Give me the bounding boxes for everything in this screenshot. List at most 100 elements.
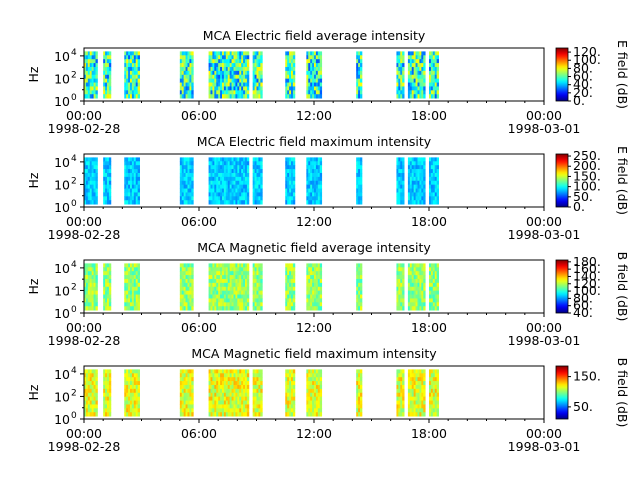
spectrogram-cell (430, 192, 434, 197)
spectrogram-cell (415, 161, 418, 166)
spectrogram-cell (108, 282, 112, 288)
spectrogram-cell (107, 381, 110, 386)
spectrogram-cell (214, 392, 217, 398)
spectrogram-cell (260, 286, 263, 292)
spectrogram-cell (124, 412, 127, 417)
spectrogram-cell (291, 290, 294, 295)
spectrogram-cell (289, 294, 292, 299)
spectrogram-cell (434, 408, 438, 413)
spectrogram-cell (419, 66, 422, 72)
spectrogram-cell (413, 90, 416, 95)
spectrogram-cell (429, 172, 432, 178)
spectrogram-cell (310, 384, 313, 390)
spectrogram-cell (87, 90, 91, 95)
spectrogram-cell (231, 306, 234, 311)
spectrogram-cell (183, 267, 186, 272)
spectrogram-cell (246, 388, 250, 394)
spectrogram-cell (222, 172, 225, 178)
spectrogram-cell (85, 290, 89, 295)
spectrogram-cell (421, 290, 424, 295)
spectrogram-cell (183, 192, 186, 197)
spectrogram-cell (315, 298, 319, 303)
spectrogram-cell (260, 263, 263, 268)
spectrogram-cell (256, 377, 259, 382)
spectrogram-cell (258, 298, 261, 303)
spectrogram-cell (214, 400, 217, 405)
spectrogram-cell (312, 384, 315, 390)
spectrogram-cell (231, 377, 234, 382)
spectrogram-cell (216, 165, 219, 170)
spectrogram-cell (429, 157, 432, 162)
spectrogram-cell (103, 51, 106, 56)
spectrogram-cell (260, 180, 263, 186)
spectrogram-cell (85, 63, 89, 68)
spectrogram-cell (417, 82, 420, 87)
spectrogram-cell (95, 196, 98, 201)
spectrogram-cell (402, 369, 405, 374)
colorbar-label: B field (dB) (615, 252, 630, 322)
spectrogram-cell (187, 275, 190, 280)
spectrogram-cell (256, 196, 259, 201)
spectrogram-cell (413, 70, 416, 76)
spectrogram-cell (285, 165, 288, 170)
spectrogram-cell (179, 408, 183, 413)
spectrogram-cell (292, 396, 296, 401)
spectrogram-cell (212, 74, 215, 80)
spectrogram-cell (306, 66, 309, 72)
spectrogram-cell (356, 94, 359, 99)
spectrogram-cell (239, 373, 242, 378)
spectrogram-cell (243, 86, 246, 91)
spectrogram-cell (179, 66, 183, 72)
spectrogram-cell (107, 66, 110, 72)
spectrogram-cell (181, 377, 185, 382)
spectrogram-cell (126, 90, 129, 95)
spectrogram-cell (319, 373, 323, 378)
spectrogram-cell (402, 55, 405, 60)
spectrogram-cell (260, 176, 263, 182)
spectrogram-cell (317, 161, 321, 166)
spectrogram-cell (237, 282, 240, 288)
spectrogram-cell (93, 172, 96, 178)
spectrogram-cell (417, 369, 420, 374)
spectrogram-cell (256, 290, 259, 295)
spectrogram-cell (227, 169, 231, 174)
spectrogram-cell (285, 267, 288, 272)
spectrogram-cell (285, 172, 288, 178)
spectrogram-cell (239, 412, 242, 417)
spectrogram-cell (411, 412, 415, 417)
spectrogram-cell (292, 408, 296, 413)
spectrogram-cell (133, 94, 137, 99)
spectrogram-cell (314, 70, 317, 76)
spectrogram-cell (223, 200, 227, 205)
spectrogram-cell (396, 157, 399, 162)
spectrogram-cell (189, 74, 192, 80)
y-axis-label: Hz (26, 66, 41, 82)
spectrogram-cell (411, 388, 415, 394)
spectrogram-cell (411, 157, 415, 162)
spectrogram-cell (287, 408, 290, 413)
y-tick-exponent: 4 (71, 366, 77, 376)
spectrogram-cell (220, 298, 223, 303)
spectrogram-cell (181, 161, 185, 166)
spectrogram-cell (308, 172, 311, 178)
spectrogram-cell (306, 172, 309, 178)
spectrogram-cell (356, 373, 359, 378)
spectrogram-cell (243, 278, 246, 284)
spectrogram-cell (429, 82, 432, 87)
spectrogram-cell (312, 196, 315, 201)
spectrogram-cell (314, 404, 317, 409)
spectrogram-cell (220, 90, 223, 95)
spectrogram-cell (315, 172, 319, 178)
spectrogram-cell (417, 290, 420, 295)
spectrogram-cell (189, 282, 192, 288)
spectrogram-cell (409, 165, 413, 170)
spectrogram-cell (91, 51, 94, 56)
spectrogram-cell (91, 200, 94, 205)
spectrogram-cell (85, 373, 89, 378)
spectrogram-cell (260, 200, 263, 205)
spectrogram-cell (317, 184, 321, 189)
spectrogram-cell (319, 306, 323, 311)
spectrogram-cell (108, 263, 112, 268)
spectrogram-cell (108, 369, 112, 374)
spectrogram-cell (356, 294, 359, 299)
